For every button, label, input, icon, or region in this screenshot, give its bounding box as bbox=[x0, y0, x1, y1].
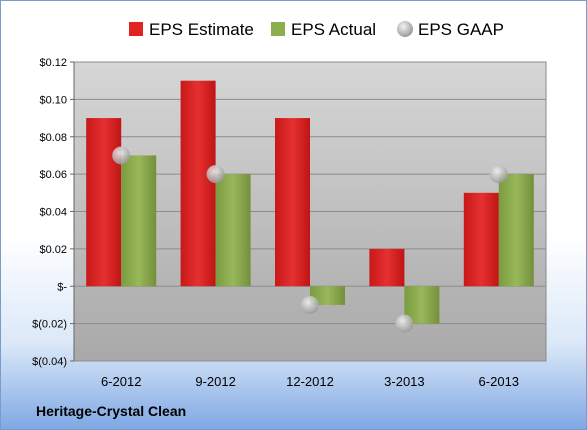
y-tick-label: $- bbox=[57, 281, 67, 293]
y-tick-label: $0.10 bbox=[39, 94, 67, 106]
eps-gaap-marker-6-2012 bbox=[112, 146, 131, 165]
y-tick-label: $0.04 bbox=[39, 207, 67, 219]
y-tick-label: $0.06 bbox=[39, 169, 67, 181]
eps-gaap-marker-9-2012 bbox=[206, 165, 225, 184]
eps-estimate-bar-3-2013 bbox=[369, 248, 405, 287]
chart-legend: EPS Estimate EPS Actual EPS GAAP bbox=[129, 20, 504, 39]
eps-estimate-bar-12-2012 bbox=[275, 118, 310, 287]
legend-marker-eps-gaap bbox=[397, 21, 413, 37]
y-axis: $0.12 $0.10 $0.08 $0.06 $0.04 $0.02 $- $(0.02) $… bbox=[32, 57, 75, 368]
eps-actual-bar-6-2012 bbox=[121, 155, 157, 287]
y-tick-label: $0.12 bbox=[39, 57, 67, 69]
eps-gaap-marker-3-2013 bbox=[395, 314, 414, 333]
x-category-label: 6-2012 bbox=[101, 374, 141, 389]
x-category-label: 6-2013 bbox=[479, 374, 519, 389]
legend-label: EPS Estimate bbox=[149, 20, 254, 39]
eps-actual-bar-12-2012 bbox=[310, 286, 345, 305]
legend-swatch-eps-actual bbox=[271, 22, 285, 36]
x-category-label: 9-2012 bbox=[195, 374, 235, 389]
y-tick-label: $0.08 bbox=[39, 132, 67, 144]
eps-gaap-marker-12-2012 bbox=[301, 295, 319, 314]
eps-actual-bar-9-2012 bbox=[215, 174, 251, 287]
eps-actual-bar-6-2013 bbox=[498, 174, 534, 287]
x-category-label: 3-2013 bbox=[384, 374, 424, 389]
y-tick-label: $0.02 bbox=[39, 244, 67, 256]
plot-area bbox=[73, 61, 547, 362]
eps-estimate-bar-9-2012 bbox=[180, 80, 216, 287]
y-tick-label: $(0.02) bbox=[32, 319, 67, 331]
y-tick-label: $(0.04) bbox=[32, 356, 67, 368]
x-axis: 6-2012 9-2012 12-2012 3-2013 6-2013 bbox=[101, 374, 519, 389]
eps-estimate-bar-6-2013 bbox=[463, 192, 499, 287]
legend-label: EPS GAAP bbox=[418, 20, 504, 39]
eps-estimate-bar-6-2012 bbox=[86, 118, 122, 287]
x-category-label: 12-2012 bbox=[286, 374, 334, 389]
eps-gaap-marker-6-2013 bbox=[489, 165, 508, 184]
legend-swatch-eps-estimate bbox=[129, 22, 143, 36]
legend-label: EPS Actual bbox=[291, 20, 376, 39]
company-label: Heritage-Crystal Clean bbox=[36, 403, 187, 419]
